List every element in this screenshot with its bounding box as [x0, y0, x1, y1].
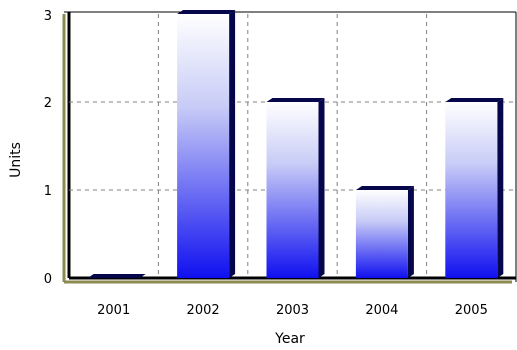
bar-2004 — [355, 186, 414, 278]
bar-side — [229, 10, 236, 278]
bar-front — [177, 14, 230, 278]
y-tick-label: 1 — [44, 184, 52, 199]
bar-side — [407, 186, 414, 278]
y-tick-label: 3 — [44, 9, 52, 24]
bar-top — [445, 98, 504, 102]
bar-top — [266, 98, 325, 102]
grid-lines — [69, 14, 516, 278]
bar-2003 — [266, 98, 325, 278]
bar-2002 — [177, 10, 236, 278]
x-tick-label: 2003 — [276, 303, 309, 318]
y-tick-label: 0 — [44, 272, 52, 287]
bar-top — [355, 186, 414, 190]
x-tick-labels: 2001 2002 2003 2004 2005 — [97, 303, 488, 318]
x-tick-label: 2002 — [187, 303, 220, 318]
x-tick-label: 2005 — [455, 303, 488, 318]
bar-top — [87, 274, 146, 278]
bar-top — [177, 10, 236, 14]
y-axis-title: Units — [8, 142, 24, 178]
bar-front — [445, 102, 498, 278]
bar-side — [318, 98, 325, 278]
x-axis-title: Year — [274, 331, 305, 347]
x-tick-label: 2001 — [97, 303, 130, 318]
bar-2001 — [87, 274, 146, 278]
bars — [87, 10, 504, 278]
bar-front — [355, 190, 408, 278]
y-tick-label: 2 — [44, 96, 52, 111]
bar-2005 — [445, 98, 504, 278]
y-tick-labels: 0 1 2 3 — [44, 9, 52, 287]
x-tick-label: 2004 — [365, 303, 398, 318]
bar-side — [497, 98, 504, 278]
bar-front — [266, 102, 319, 278]
